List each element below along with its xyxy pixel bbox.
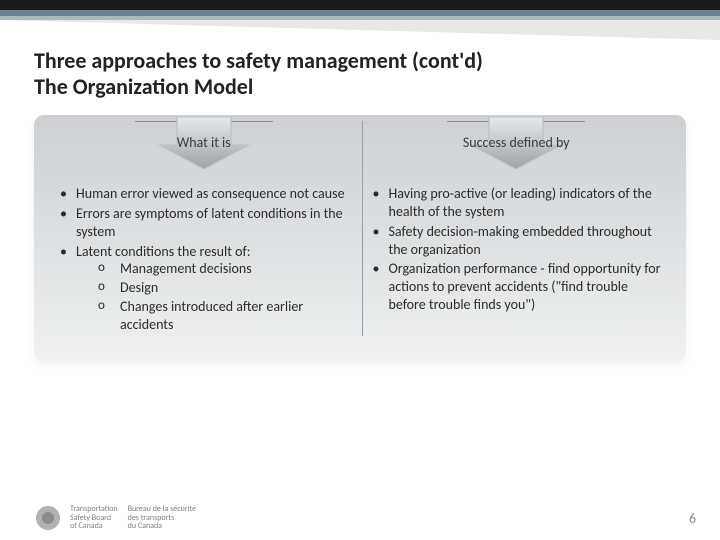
page-title: Three approaches to safety management (c… xyxy=(34,48,686,101)
list-item: Human error viewed as consequence not ca… xyxy=(60,185,352,203)
list-item: Latent conditions the result of: Managem… xyxy=(60,243,352,335)
header-stripes xyxy=(0,0,720,40)
logo-text-fr: Bureau de la sécurité des transports du … xyxy=(128,505,196,531)
logo: Transportation Safety Board of Canada Bu… xyxy=(34,504,196,532)
content-panel: What it is Human error viewed as consequ… xyxy=(34,115,686,360)
left-sublist: Management decisions Design Changes intr… xyxy=(76,260,352,334)
title-block: Three approaches to safety management (c… xyxy=(0,40,720,115)
right-column-header: Success defined by xyxy=(363,126,671,151)
left-list: Human error viewed as consequence not ca… xyxy=(56,185,352,334)
crest-icon xyxy=(34,504,62,532)
footer: Transportation Safety Board of Canada Bu… xyxy=(0,504,720,532)
sublist-item: Management decisions xyxy=(98,260,352,278)
list-item: Safety decision-making embedded througho… xyxy=(373,223,665,259)
list-item: Organization performance - find opportun… xyxy=(373,260,665,314)
list-item: Having pro-active (or leading) indicator… xyxy=(373,185,665,221)
sublist-item: Design xyxy=(98,279,352,297)
logo-text-en: Transportation Safety Board of Canada xyxy=(70,505,118,531)
right-list: Having pro-active (or leading) indicator… xyxy=(369,185,665,314)
page-number: 6 xyxy=(689,510,696,527)
title-line-2: The Organization Model xyxy=(34,73,253,100)
sublist-item: Changes introduced after earlier acciden… xyxy=(98,298,352,334)
title-line-1: Three approaches to safety management (c… xyxy=(34,47,483,74)
left-column-header: What it is xyxy=(50,126,358,151)
list-item: Errors are symptoms of latent conditions… xyxy=(60,205,352,241)
right-column: Success defined by Having pro-active (or… xyxy=(362,121,671,336)
left-column: What it is Human error viewed as consequ… xyxy=(50,121,358,336)
